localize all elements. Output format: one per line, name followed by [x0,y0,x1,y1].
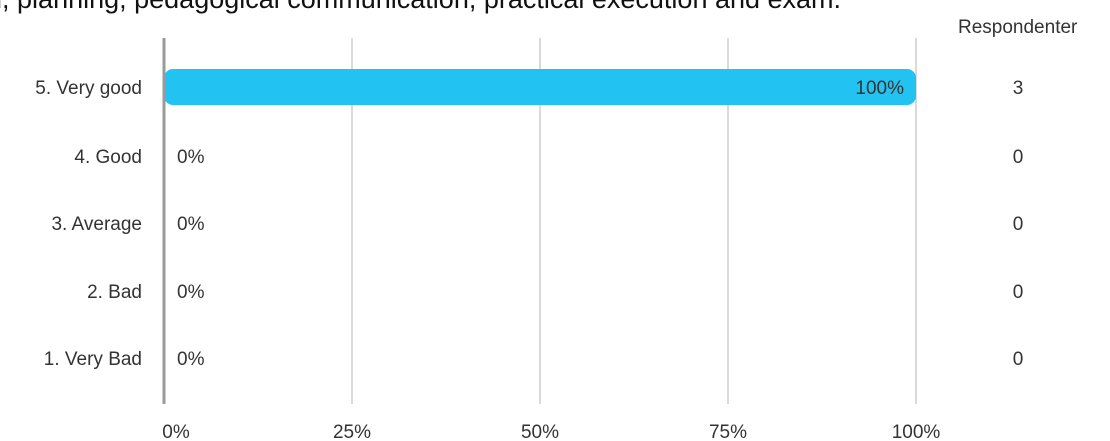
category-label: 2. Bad [87,282,142,303]
bar-value-label: 100% [855,78,904,99]
x-tick-label: 0% [162,422,190,441]
category-label: 1. Very Bad [44,349,142,370]
x-tick-label: 25% [333,422,371,441]
category-label: 3. Average [51,214,142,235]
bar-value-label: 0% [177,214,205,235]
bar [164,69,916,105]
bar-value-label: 0% [177,147,205,168]
chart-title: ed, planning, pedagogical communication,… [0,0,841,15]
category-label: 4. Good [74,147,142,168]
bar-value-label: 0% [177,349,205,370]
respondent-count: 0 [1013,214,1024,235]
category-label: 5. Very good [35,78,142,99]
respondent-count: 0 [1013,349,1024,370]
x-tick-label: 100% [892,422,941,441]
respondent-count: 3 [1013,78,1024,99]
respondent-count: 0 [1013,282,1024,303]
bar-value-label: 0% [177,282,205,303]
respondents-header: Respondenter [958,17,1078,38]
x-tick-label: 75% [709,422,747,441]
x-tick-label: 50% [521,422,559,441]
respondent-count: 0 [1013,147,1024,168]
